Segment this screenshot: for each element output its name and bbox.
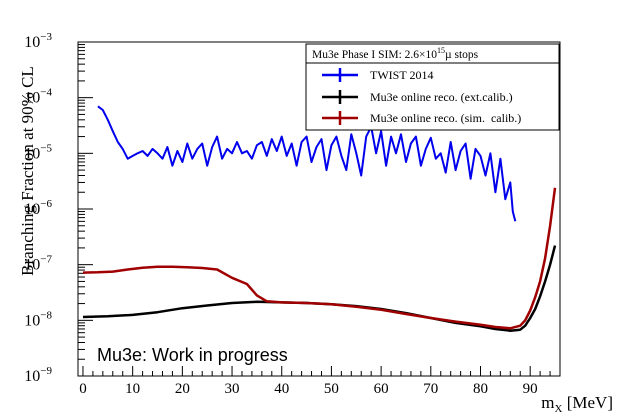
legend-box	[305, 43, 560, 131]
y-tick-label-base: 10	[24, 257, 40, 274]
y-tick-label: 10−9	[24, 365, 52, 385]
legend-label-sim-calib: Mu3e online reco. (sim. calib.)	[370, 111, 521, 125]
series-line-twist	[97, 105, 517, 222]
y-tick-label-base: 10	[24, 145, 40, 162]
legend-header-prefix: Mu3e Phase I SIM: 2.6×10	[312, 49, 437, 61]
y-tick-labels: 10−910−810−710−610−510−410−3	[24, 31, 52, 385]
x-ticks	[82, 366, 551, 376]
x-tick-label: 80	[473, 381, 488, 397]
y-tick-label-base: 10	[24, 201, 40, 218]
x-tick-label: 10	[125, 381, 140, 397]
legend-header-suffix: µ stops	[445, 49, 479, 61]
x-axis-title-main: m	[541, 393, 554, 412]
y-tick-label-exponent: −4	[40, 87, 52, 99]
legend-label-ext-calib: Mu3e online reco. (ext.calib.)	[370, 90, 513, 104]
y-tick-label-exponent: −5	[40, 142, 52, 154]
y-tick-label-exponent: −7	[40, 254, 52, 266]
series-lines	[82, 105, 557, 332]
work-in-progress-annotation: Mu3e: Work in progress	[97, 345, 288, 365]
legend-header-exponent: 15	[437, 46, 445, 55]
x-tick-label: 50	[324, 381, 339, 397]
series-line-ext-calib	[82, 245, 557, 332]
y-major-ticks	[78, 41, 93, 377]
legend-entry-ext-calib: Mu3e online reco. (ext.calib.)	[322, 90, 513, 104]
y-tick-label: 10−6	[24, 198, 52, 218]
x-axis-title-unit: [MeV]	[562, 393, 613, 412]
series-line-sim-calib	[82, 187, 557, 330]
y-tick-label: 10−5	[24, 142, 52, 162]
x-tick-label: 0	[79, 381, 87, 397]
y-tick-label: 10−3	[24, 31, 52, 51]
legend: Mu3e Phase I SIM: 2.6×1015µ stops TWIST …	[305, 43, 560, 131]
x-tick-label: 40	[274, 381, 289, 397]
y-tick-label-exponent: −8	[40, 309, 52, 321]
x-tick-label: 90	[523, 381, 538, 397]
y-tick-label-base: 10	[24, 368, 40, 385]
y-tick-label-exponent: −3	[40, 31, 52, 43]
x-tick-label: 30	[225, 381, 240, 397]
y-tick-label-exponent: −9	[40, 365, 52, 377]
y-tick-label: 10−7	[24, 254, 52, 274]
y-axis-title: Branching Fraction at 90% CL	[18, 66, 37, 276]
y-tick-label-exponent: −6	[40, 198, 52, 210]
y-tick-label: 10−8	[24, 309, 52, 329]
x-tick-label: 60	[374, 381, 389, 397]
legend-label-twist: TWIST 2014	[370, 68, 433, 82]
legend-header: Mu3e Phase I SIM: 2.6×1015µ stops	[312, 46, 479, 61]
y-tick-label-base: 10	[24, 312, 40, 329]
legend-entry-sim-calib: Mu3e online reco. (sim. calib.)	[322, 111, 521, 125]
x-tick-label: 70	[423, 381, 438, 397]
y-tick-label-base: 10	[24, 34, 40, 51]
legend-entry-twist: TWIST 2014	[322, 68, 433, 82]
x-tick-labels: 0 10 20 30 40 50 60 70 80 90	[79, 381, 537, 397]
x-axis-title-sub: X	[555, 403, 563, 415]
y-tick-label: 10−4	[24, 87, 52, 107]
x-axis-title: mX [MeV]	[541, 393, 613, 415]
y-tick-label-base: 10	[24, 90, 40, 107]
y-minor-ticks	[78, 44, 85, 360]
x-tick-label: 20	[175, 381, 190, 397]
